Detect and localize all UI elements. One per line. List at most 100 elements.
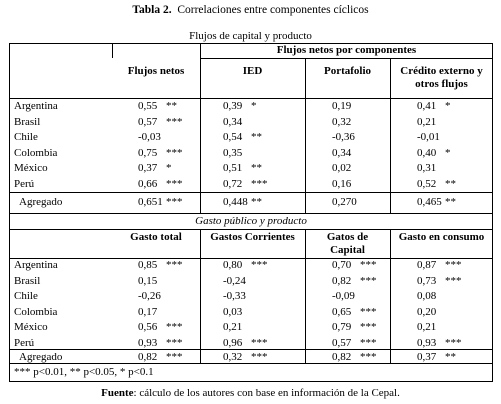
sec1-row-country: México: [14, 162, 48, 174]
sec1-row-value: 0,41: [417, 100, 437, 112]
table-right-border: [492, 43, 493, 382]
sec2-row-value: 0,73: [417, 274, 437, 287]
sec1-aggregate-value: 0,651: [138, 196, 163, 208]
sec1-header-2: IED: [242, 65, 263, 77]
sec1-col-divider-3: [390, 58, 391, 214]
sec2-aggregate-value: 0,37: [417, 351, 437, 363]
sec2-header-1: Gasto total: [130, 231, 182, 243]
sec2-aggregate-value: 0,82: [332, 351, 352, 363]
sec2-row-value: -0,09: [332, 290, 355, 302]
source-label: Fuente: [101, 387, 134, 399]
sec1-row-value: 0,31: [417, 162, 437, 174]
sec2-row-value: 0,70: [332, 259, 352, 271]
sec2-row-value: 0,57: [332, 336, 352, 349]
sec2-row-value: 0,96: [223, 336, 243, 349]
source-note: Fuente: cálculo de los autores con base …: [0, 387, 501, 399]
sec2-row-value: 0,79: [332, 321, 352, 333]
sec1-row-value: 0,34: [332, 146, 352, 159]
sec2-row-stars: ***: [251, 336, 268, 349]
table-title: Tabla 2. Correlaciones entre componentes…: [0, 4, 501, 16]
sec1-aggregate-value: 0,270: [332, 196, 357, 208]
sec1-header-4: Crédito externo y otros flujos: [400, 65, 483, 90]
sec1-row-stars: ***: [251, 177, 268, 190]
sec2-row-stars: ***: [360, 305, 377, 318]
sec1-row-stars: *: [166, 162, 172, 174]
sec2-col-divider-1: [200, 229, 201, 363]
sec1-row-value: 0,02: [332, 162, 352, 174]
sec2-bottom: [9, 363, 493, 364]
sec1-row-stars: ***: [166, 177, 183, 190]
sec1-header-1: Flujos netos: [127, 65, 185, 77]
sec2-aggregate-top: [9, 349, 493, 350]
sec2-aggregate-value: 0,82: [138, 351, 158, 363]
sec1-bottom: [9, 213, 493, 214]
sec2-header-3: Gatos de Capital: [326, 231, 369, 256]
table-caption: Correlaciones entre componentes cíclicos: [177, 4, 369, 16]
sec2-row-value: 0,93: [138, 336, 158, 349]
sec2-row-value: 0,08: [417, 290, 437, 302]
sec1-row-value: 0,34: [223, 115, 243, 128]
sec1-row-value: 0,72: [223, 177, 243, 190]
sec2-row-stars: ***: [360, 321, 377, 333]
sec1-aggregate-value: 0,448: [223, 196, 248, 208]
sec2-col-divider-3: [390, 229, 391, 363]
sec1-row-value: 0,37: [138, 162, 158, 174]
sec2-row-stars: ***: [445, 259, 462, 271]
sec1-row-stars: **: [445, 177, 456, 190]
sec2-aggregate-value: 0,32: [223, 351, 243, 363]
sec2-row-value: 0,21: [223, 321, 243, 333]
sec2-col-divider-2: [305, 229, 306, 363]
sec2-row-stars: ***: [166, 321, 183, 333]
sec2-row-stars: ***: [360, 259, 377, 271]
sec1-row-stars: **: [251, 162, 262, 174]
sec1-aggregate-stars: ***: [166, 196, 183, 208]
sec1-row-value: 0,51: [223, 162, 243, 174]
section2-title-underline: [9, 229, 493, 230]
sec1-row-stars: **: [166, 100, 177, 112]
sec2-header-2: Gastos Corrientes: [210, 231, 295, 243]
sec1-row-country: Perú: [14, 177, 35, 190]
sec2-row-value: 0,85: [138, 259, 158, 271]
sec2-row-value: -0,33: [223, 290, 246, 302]
sec1-row-value: 0,39: [223, 100, 243, 112]
sec2-aggregate-stars: ***: [251, 351, 268, 363]
sec1-flujos-divider-top: [112, 43, 113, 58]
sec2-row-stars: ***: [166, 336, 183, 349]
sec1-row-value: 0,66: [138, 177, 158, 190]
table-number: Tabla 2.: [132, 4, 172, 16]
sec1-aggregate-label: Agregado: [19, 196, 63, 208]
sec2-row-value: 0,17: [138, 305, 158, 318]
sec2-row-country: Brasil: [14, 274, 41, 287]
sec2-row-stars: ***: [251, 259, 268, 271]
sec1-row-value: 0,32: [332, 115, 352, 128]
sec2-aggregate-stars: ***: [166, 351, 183, 363]
sec1-row-value: -0,03: [138, 131, 161, 143]
sec2-row-value: 0,03: [223, 305, 243, 318]
table-left-border: [9, 43, 10, 382]
sec2-row-value: 0,82: [332, 274, 352, 287]
sec2-row-value: -0,24: [223, 274, 246, 287]
sec1-header-3: Portafolio: [323, 65, 372, 77]
sec2-row-country: Argentina: [14, 259, 58, 271]
sec2-row-value: -0,26: [138, 290, 161, 302]
sec1-row-stars: ***: [166, 115, 183, 128]
group-header-underline: [200, 58, 493, 59]
sec1-row-value: 0,40: [417, 146, 437, 159]
sec1-aggregate-stars: **: [251, 196, 262, 208]
sec2-row-value: 0,15: [138, 274, 158, 287]
sec1-aggregate-value: 0,465: [417, 196, 442, 208]
sec1-row-value: 0,54: [223, 131, 243, 143]
sec1-aggregate-stars: **: [445, 196, 456, 208]
sec1-row-stars: **: [251, 131, 262, 143]
table-top-border: [9, 43, 493, 44]
sec1-row-value: 0,75: [138, 146, 158, 159]
section2-title: Gasto público y producto: [195, 215, 307, 227]
sec1-row-country: Brasil: [14, 115, 41, 128]
sec1-row-value: 0,52: [417, 177, 437, 190]
sec2-row-value: 0,20: [417, 305, 437, 318]
correlation-table: Flujos netos por componentes Flujos netos…: [9, 43, 493, 382]
sec1-row-value: 0,19: [332, 100, 352, 112]
sec2-row-stars: ***: [166, 259, 183, 271]
source-text: : cálculo de los autores con base en inf…: [133, 387, 400, 399]
sec1-aggregate-top: [9, 192, 493, 193]
